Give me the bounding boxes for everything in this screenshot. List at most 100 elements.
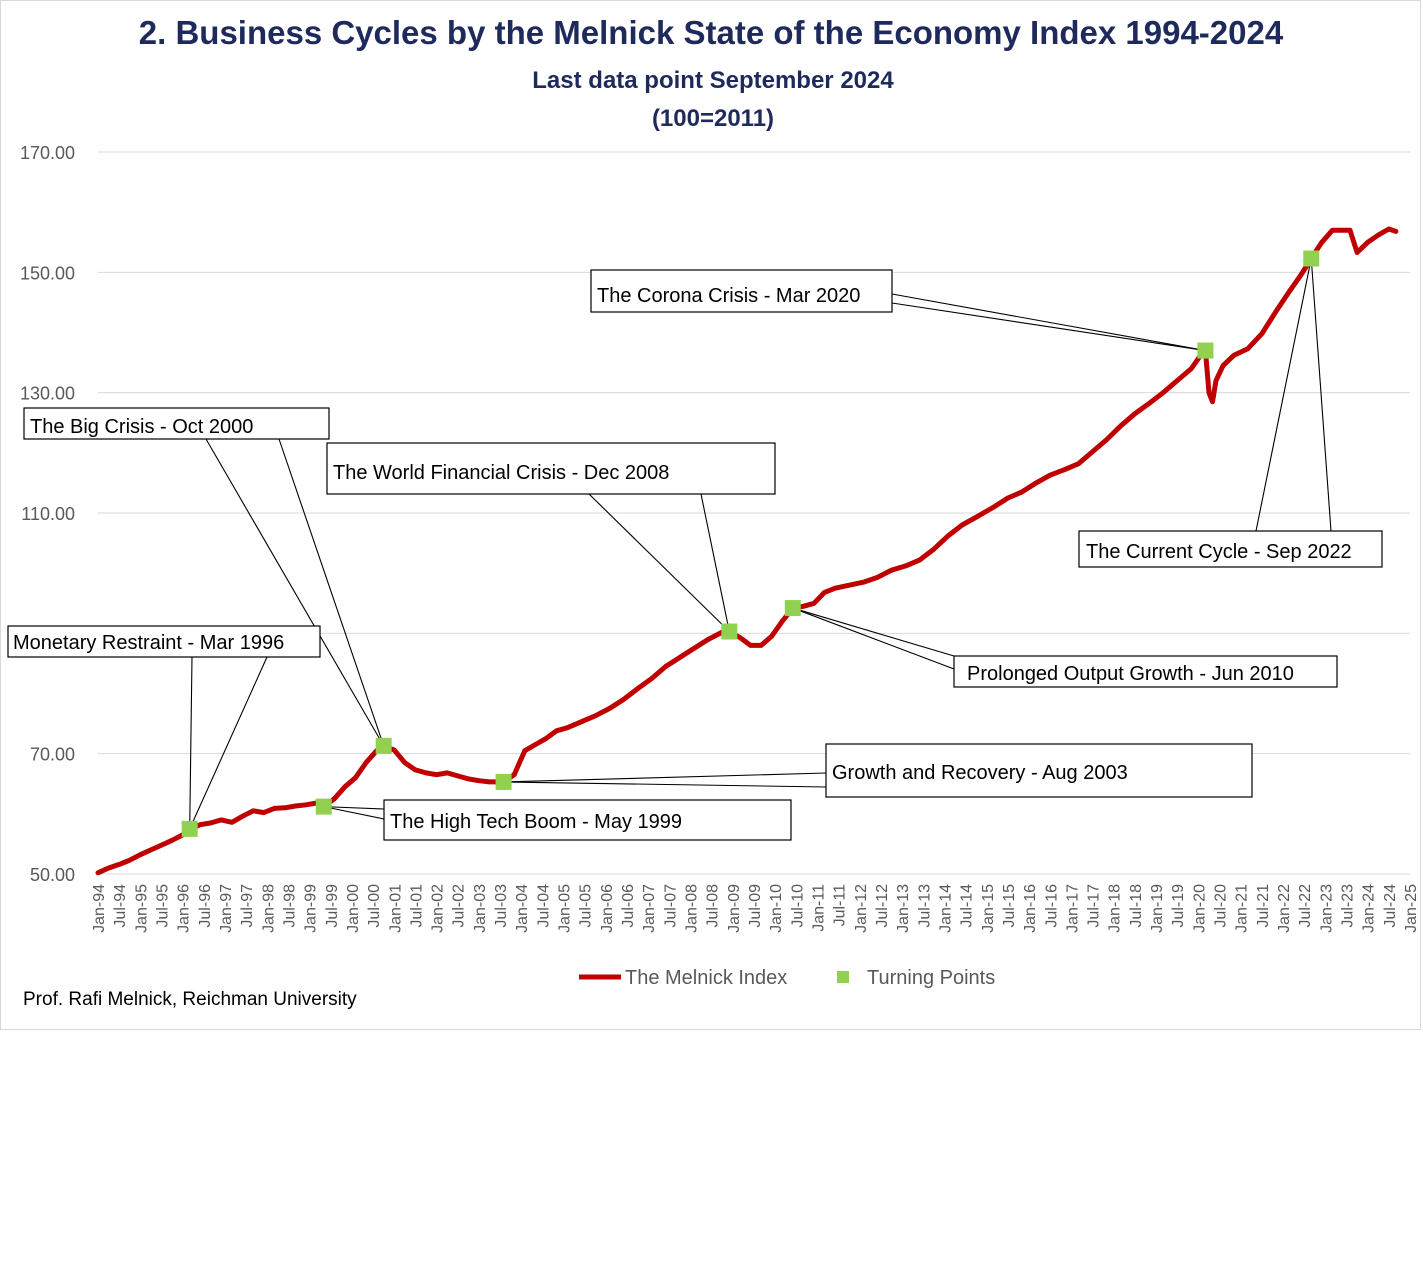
turning-point-marker (181, 820, 198, 837)
x-tick-label: Jul-95 (154, 884, 171, 928)
x-tick-label: Jan-16 (1022, 884, 1039, 933)
chart-svg: 2. Business Cycles by the Melnick State … (7, 14, 1420, 1010)
annotation-leader-line (700, 493, 730, 632)
x-tick-label: Jul-03 (493, 884, 510, 928)
x-tick-label: Jul-04 (535, 884, 552, 928)
annotation-leader-line (323, 806, 385, 810)
x-tick-label: Jan-17 (1064, 884, 1081, 933)
annotation-box (1078, 530, 1383, 568)
x-tick-label: Jul-17 (1086, 884, 1103, 928)
annotation-box (590, 269, 893, 313)
annotation-leader-line (891, 302, 1206, 352)
annotation-leader-line (891, 293, 1206, 352)
x-tick-label: Jul-07 (662, 884, 679, 928)
annotation-leader-line (205, 438, 385, 747)
x-tick-label: Jan-23 (1318, 884, 1335, 933)
x-tick-label: Jul-24 (1382, 884, 1399, 928)
x-tick-label: Jan-12 (853, 884, 870, 933)
x-tick-label: Jul-94 (112, 884, 129, 928)
x-tick-label: Jul-14 (959, 884, 976, 928)
annotation-box (7, 625, 321, 658)
x-tick-label: Jan-95 (133, 884, 150, 933)
x-tick-label: Jan-10 (768, 884, 785, 933)
chart-title: 2. Business Cycles by the Melnick State … (139, 14, 1284, 51)
x-tick-label: Jul-06 (620, 884, 637, 928)
x-tick-label: Jul-12 (874, 884, 891, 928)
annotation-label: The Current Cycle - Sep 2022 (1086, 541, 1352, 563)
annotation-leader-line (503, 781, 827, 788)
annotation-leader-line (189, 656, 268, 830)
x-tick-label: Jan-94 (91, 884, 108, 933)
author-credit: Prof. Rafi Melnick, Reichman University (23, 989, 357, 1010)
x-tick-label: Jul-15 (1001, 884, 1018, 928)
x-tick-label: Jan-99 (303, 884, 320, 933)
y-tick-label: 130.00 (20, 384, 75, 404)
x-tick-label: Jan-98 (260, 884, 277, 933)
x-tick-label: Jan-13 (895, 884, 912, 933)
x-tick-label: Jan-08 (684, 884, 701, 933)
turning-point-marker (495, 773, 512, 790)
annotation-label: The High Tech Boom - May 1999 (390, 811, 682, 833)
x-tick-label: Jan-21 (1234, 884, 1251, 933)
y-tick-label: 50.00 (30, 865, 75, 885)
annotation-leader-line (1255, 258, 1312, 532)
x-tick-label: Jul-21 (1255, 884, 1272, 928)
x-tick-label: Jan-06 (599, 884, 616, 933)
annotation-leader-line (1310, 258, 1332, 532)
annotation-leader-line (792, 607, 955, 670)
annotation-box (953, 655, 1338, 688)
annotation-callouts: Monetary Restraint - Mar 1996 The Big Cri… (7, 269, 1383, 841)
annotation-leader-line (503, 772, 827, 783)
annotation-box (326, 442, 776, 495)
annotation-box (23, 407, 330, 440)
turning-point-marker (784, 600, 801, 617)
x-tick-label: Jul-16 (1043, 884, 1060, 928)
x-tick-label: Jul-02 (451, 884, 468, 928)
turning-point-marker (315, 798, 332, 815)
x-tick-label: Jan-97 (218, 884, 235, 933)
x-tick-label: Jul-13 (916, 884, 933, 928)
chart-subtitle: Last data point September 2024 (532, 67, 894, 94)
x-tick-label: Jul-18 (1128, 884, 1145, 928)
annotation-label: Monetary Restraint - Mar 1996 (13, 632, 284, 654)
x-axis-ticks: Jan-94 Jul-94 Jan-95 Jul-95 Jan-96 Jul-96 Jan-… (91, 884, 1420, 933)
y-tick-label: 70.00 (30, 745, 75, 765)
turning-point-marker (1197, 342, 1214, 359)
x-tick-label: Jan-11 (810, 884, 827, 932)
annotation-box (825, 743, 1253, 798)
annotation-box (383, 799, 792, 841)
x-tick-label: Jul-01 (408, 884, 425, 928)
x-tick-label: Jan-01 (387, 884, 404, 933)
x-tick-label: Jan-02 (430, 884, 447, 933)
x-tick-label: Jan-04 (514, 884, 531, 933)
annotation-leaders (189, 258, 1332, 830)
turning-point-marker (1303, 250, 1320, 267)
x-tick-label: Jul-11 (832, 884, 849, 926)
x-tick-label: Jul-20 (1213, 884, 1230, 928)
annotation-label: The World Financial Crisis - Dec 2008 (333, 462, 669, 484)
x-tick-label: Jul-00 (366, 884, 383, 928)
x-tick-label: Jan-03 (472, 884, 489, 933)
annotation-label: The Corona Crisis - Mar 2020 (597, 285, 860, 307)
annotation-label: Growth and Recovery - Aug 2003 (832, 762, 1128, 784)
turning-point-marker (721, 623, 738, 640)
legend: The Melnick Index Turning Points (579, 967, 995, 989)
y-tick-label: 170.00 (20, 143, 75, 163)
x-tick-label: Jan-15 (980, 884, 997, 933)
annotation-leader-line (588, 493, 730, 632)
legend-marker-swatch (837, 971, 849, 983)
x-tick-label: Jan-00 (345, 884, 362, 933)
annotation-leader-line (278, 438, 385, 747)
turning-point-marker (375, 737, 392, 754)
x-tick-label: Jan-05 (557, 884, 574, 933)
y-tick-label: 150.00 (20, 263, 75, 283)
x-tick-label: Jul-19 (1170, 884, 1187, 928)
annotation-label: The Big Crisis - Oct 2000 (30, 416, 253, 438)
x-tick-label: Jul-96 (197, 884, 214, 928)
annotation-label: Prolonged Output Growth - Jun 2010 (967, 663, 1294, 685)
x-tick-label: Jul-98 (281, 884, 298, 928)
annotation-leader-line (792, 607, 955, 657)
x-tick-label: Jan-09 (726, 884, 743, 933)
x-tick-label: Jul-08 (705, 884, 722, 928)
x-tick-label: Jul-23 (1340, 884, 1357, 928)
